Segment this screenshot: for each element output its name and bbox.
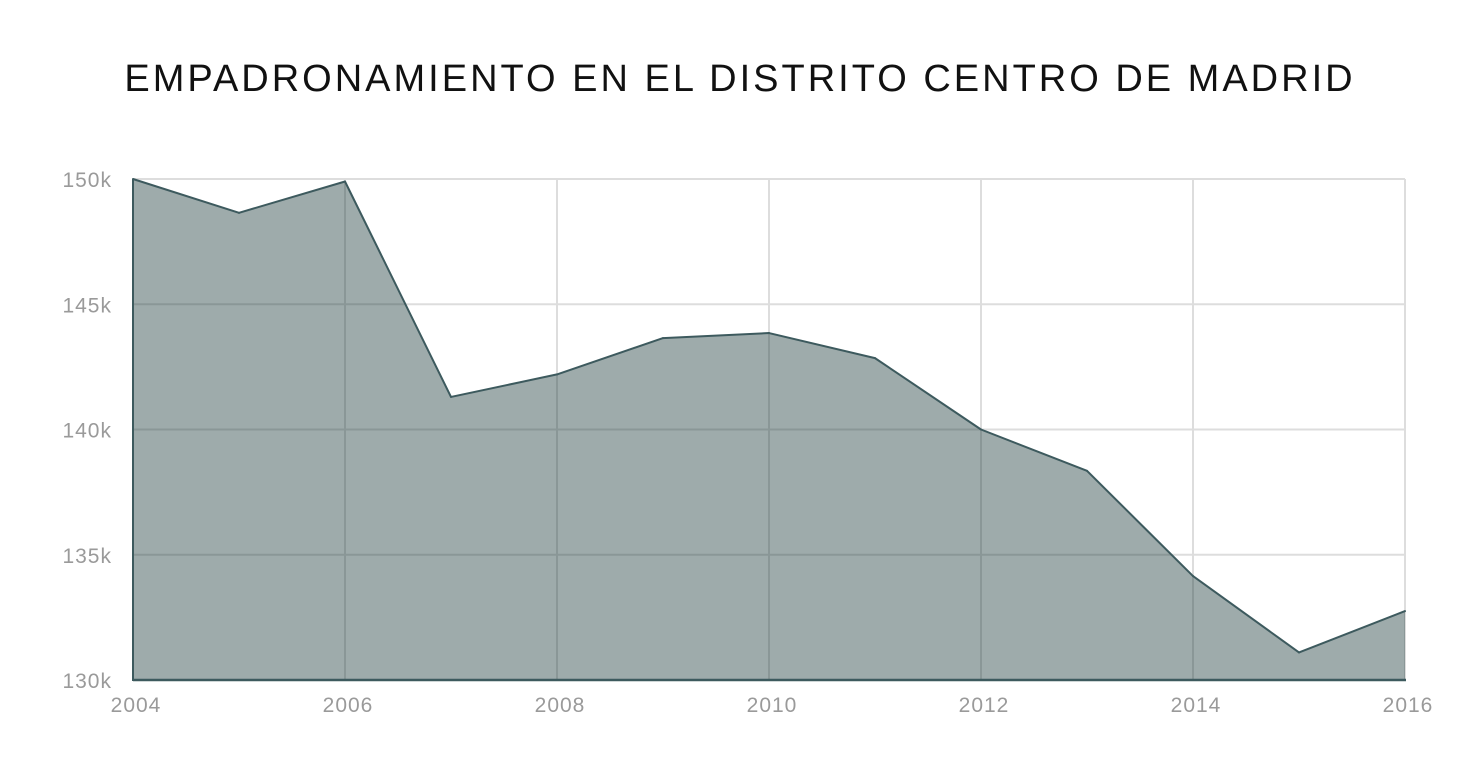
line-layer (132, 178, 1406, 654)
x-tick-label: 2006 (323, 694, 374, 717)
data-point (344, 180, 346, 183)
data-point (1086, 469, 1088, 472)
x-tick-label: 2004 (111, 694, 162, 717)
y-tick-label: 150k (62, 169, 112, 192)
axis-layer (132, 179, 1406, 682)
y-tick-label: 135k (62, 545, 112, 568)
data-point (874, 357, 876, 360)
y-tick-label: 140k (62, 420, 112, 443)
x-tick-label: 2008 (535, 694, 586, 717)
x-tick-label: 2016 (1383, 694, 1434, 717)
data-point (450, 395, 452, 398)
data-point (1298, 651, 1300, 654)
data-point (238, 211, 240, 214)
data-point (556, 373, 558, 376)
data-point (1404, 610, 1406, 613)
x-tick-label: 2012 (959, 694, 1010, 717)
x-tick-label: 2010 (747, 694, 798, 717)
data-point (662, 337, 664, 340)
data-point (1192, 575, 1194, 578)
chart-title: EMPADRONAMIENTO EN EL DISTRITO CENTRO DE… (124, 58, 1356, 100)
data-point (980, 428, 982, 431)
y-tick-label: 145k (62, 294, 112, 317)
x-tick-label: 2014 (1171, 694, 1222, 717)
y-axis-ticks: 130k 135k 140k 145k 150k (62, 169, 112, 693)
y-tick-label: 130k (62, 670, 112, 693)
data-point (768, 332, 770, 335)
x-axis-ticks: 2004 2006 2008 2010 2012 2014 2016 (111, 694, 1434, 717)
